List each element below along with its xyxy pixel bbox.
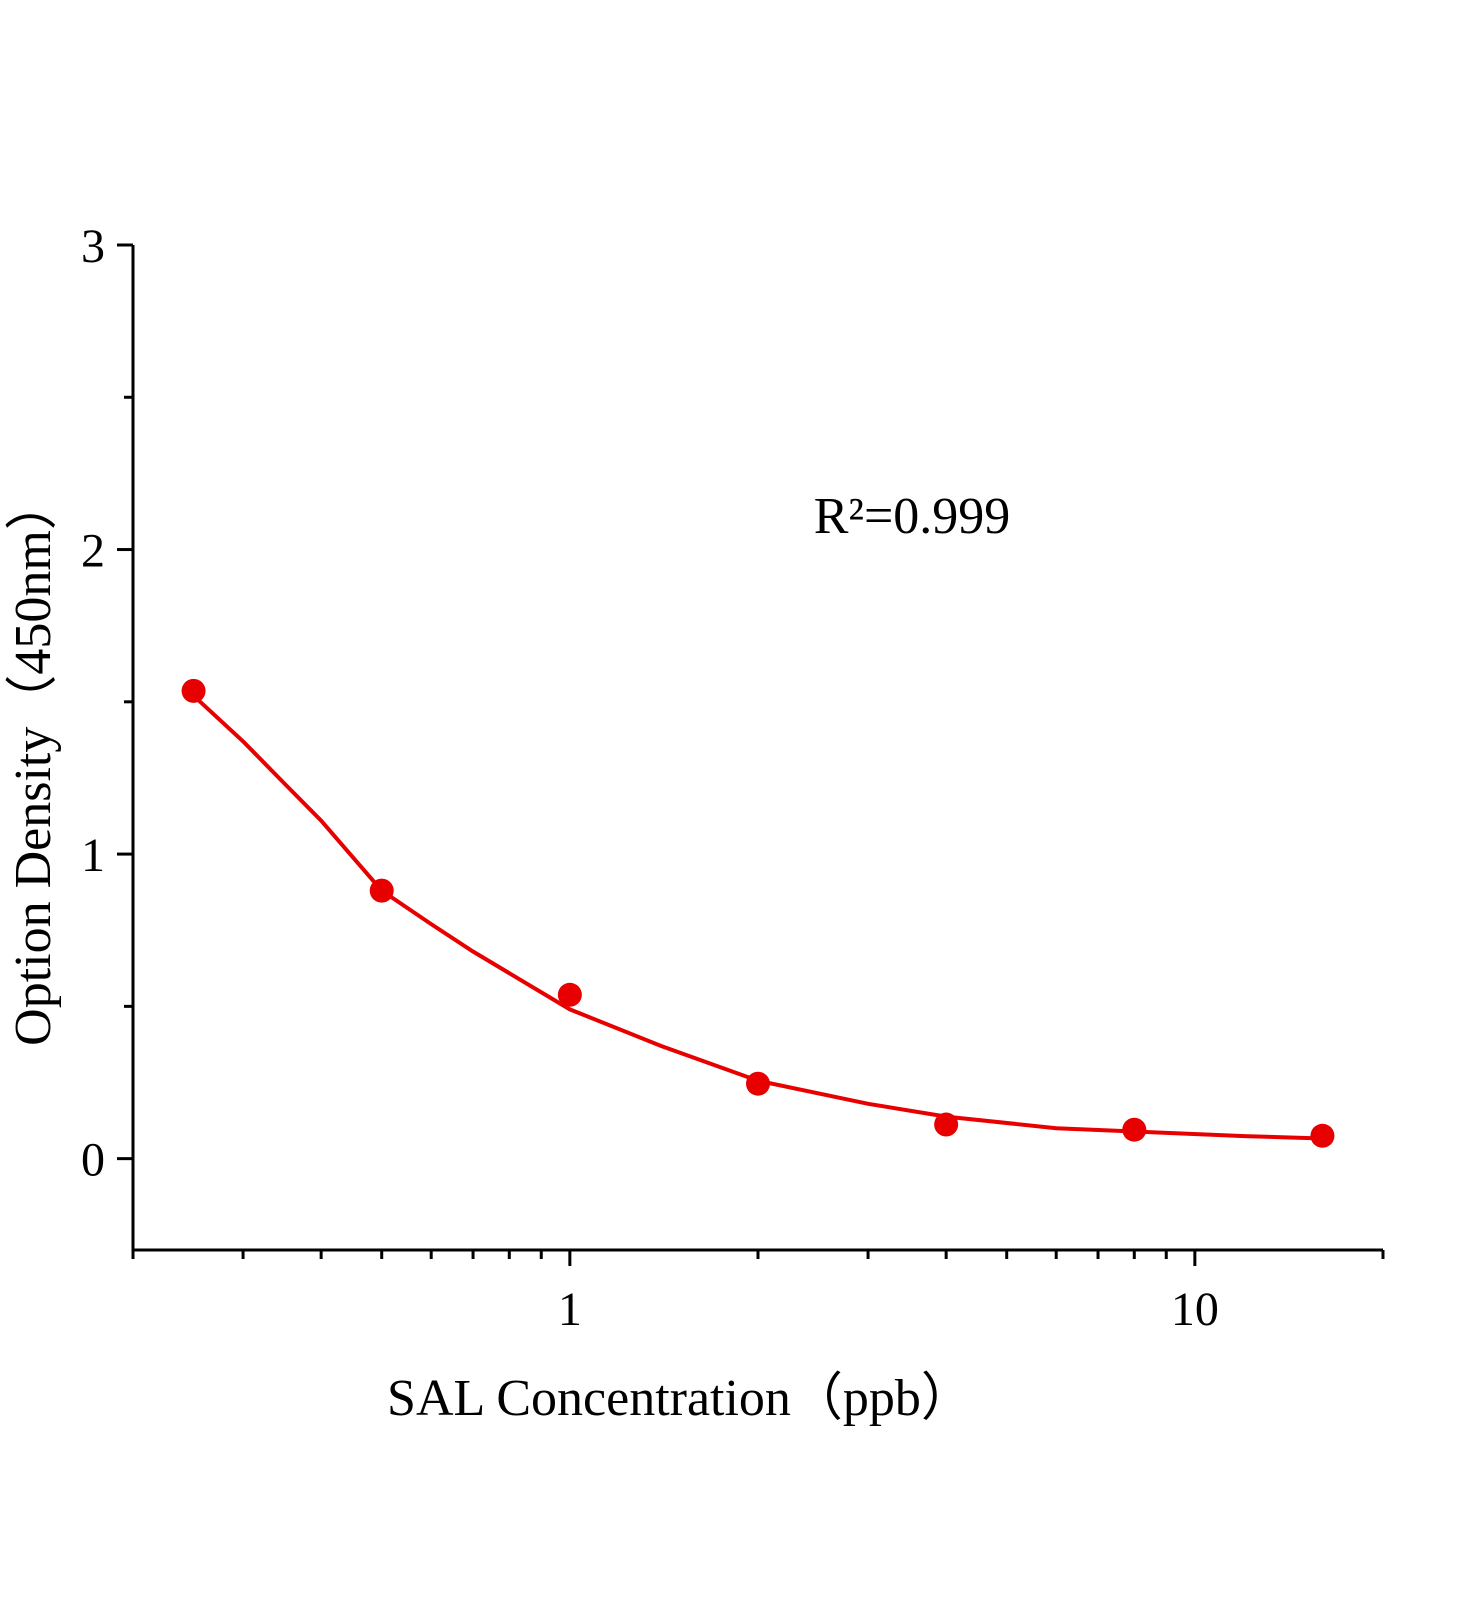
y-axis-label: Option Density（450nm） [5, 478, 62, 1046]
data-point [934, 1112, 959, 1137]
y-tick-label: 3 [81, 220, 105, 273]
data-point [181, 678, 206, 703]
data-point [1310, 1123, 1335, 1148]
x-axis-label: SAL Concentration（ppb） [387, 1370, 973, 1427]
x-tick-label: 10 [1171, 1283, 1219, 1336]
data-point [369, 878, 394, 903]
y-tick-label: 0 [81, 1134, 105, 1187]
annotation: R²=0.999 [814, 488, 1011, 545]
data-point [1122, 1117, 1147, 1142]
data-point [746, 1071, 770, 1096]
data-point [557, 982, 582, 1007]
fit-curve [192, 694, 1323, 1141]
y-tick-label: 1 [81, 829, 105, 882]
x-tick-label: 1 [558, 1283, 582, 1336]
y-tick-label: 2 [81, 525, 105, 578]
